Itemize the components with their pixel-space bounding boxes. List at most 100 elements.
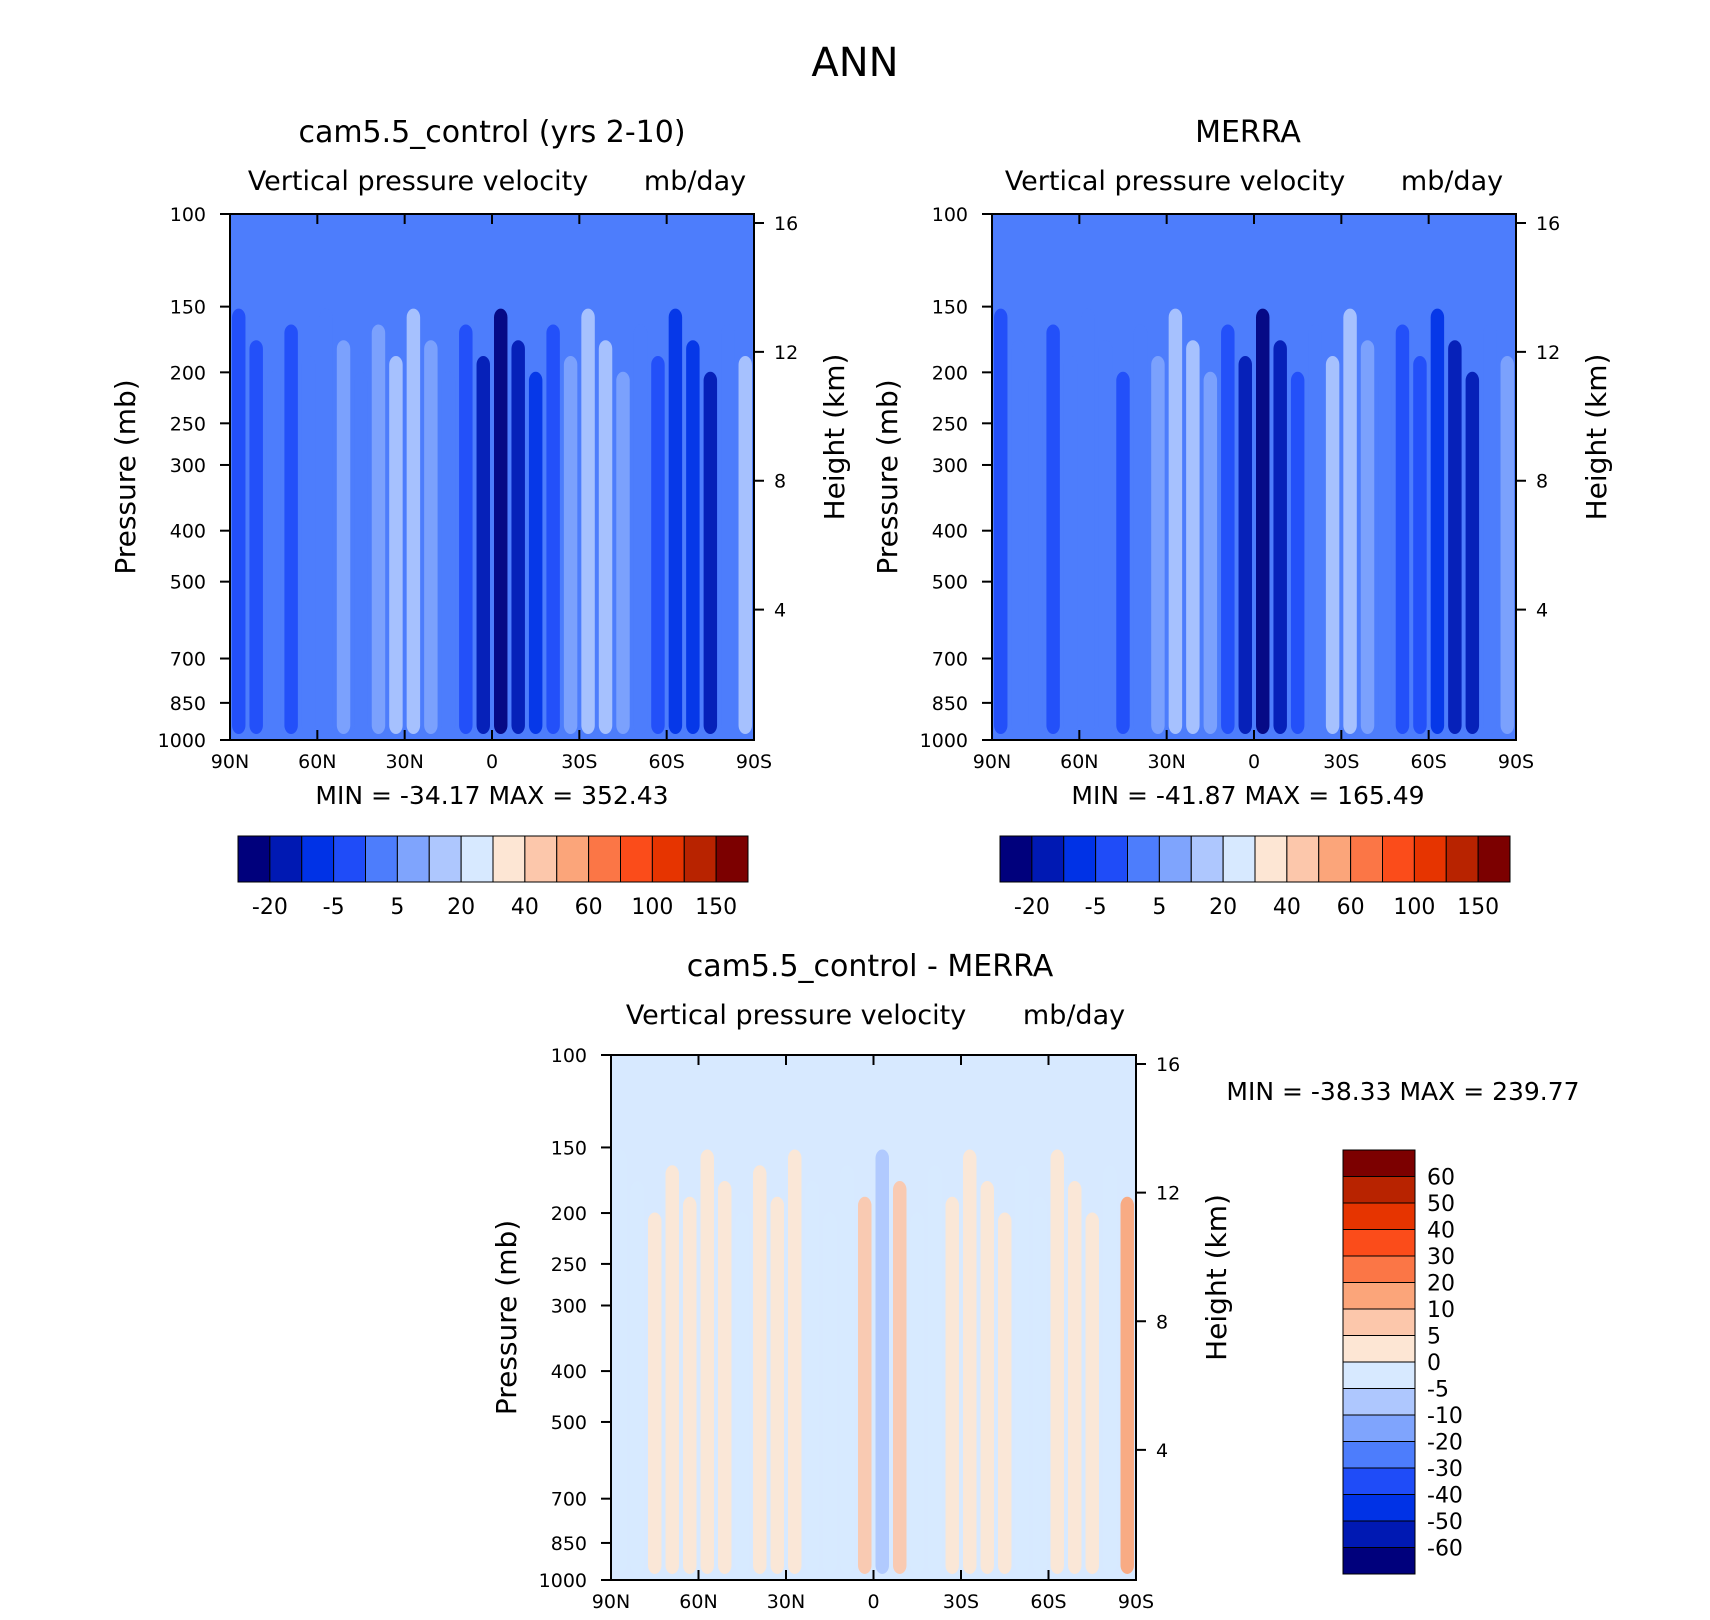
- contour-band: [963, 1149, 977, 1574]
- contour-band: [823, 1212, 837, 1574]
- colorbar-swatch: [269, 835, 303, 883]
- y-tick-label: 400: [170, 521, 206, 543]
- colorbar-swatch: [1342, 1520, 1416, 1548]
- plot-background: [992, 214, 1516, 740]
- contour-band: [683, 1196, 697, 1574]
- colorbar: -20 -5 5 20 40 60 100 150: [999, 835, 1511, 920]
- colorbar-swatch: [683, 835, 717, 883]
- colorbar-swatch: [1342, 1441, 1416, 1469]
- contour-band: [441, 371, 456, 734]
- y2-tick-label: 16: [1156, 1054, 1180, 1076]
- plot-background: [230, 214, 754, 740]
- y2-tick-label: 12: [1156, 1183, 1180, 1205]
- colorbar-label: 60: [575, 895, 603, 920]
- colorbar-swatch: [1342, 1414, 1416, 1442]
- colorbar-swatch: [301, 835, 335, 883]
- colorbar-swatch: [1342, 1361, 1416, 1389]
- x-tick-label: 90S: [1498, 751, 1534, 773]
- colorbar-swatch: [1342, 1202, 1416, 1230]
- contour-band: [1448, 340, 1462, 734]
- colorbar-label: -20: [1014, 895, 1050, 920]
- panel-diff: cam5.5_control - MERRA Vertical pressure…: [490, 949, 1580, 1613]
- contour-band: [613, 1149, 627, 1574]
- x-tick-label: 0: [1248, 751, 1260, 773]
- y2-tick-label: 8: [1156, 1311, 1168, 1333]
- y2-axis-label: Height (km): [1580, 354, 1613, 521]
- x-tick-label: 60S: [1411, 751, 1447, 773]
- contour-band: [665, 1165, 679, 1574]
- colorbar-swatch: [1342, 1494, 1416, 1522]
- colorbar-label: 100: [1393, 895, 1435, 920]
- contour-band: [511, 340, 525, 734]
- contour-band: [1120, 1196, 1134, 1574]
- contour-band: [1098, 340, 1113, 734]
- colorbar-swatch: [1222, 835, 1256, 883]
- colorbar-label: -20: [1427, 1431, 1463, 1456]
- stats-label: MIN = -41.87 MAX = 165.49: [1071, 781, 1424, 810]
- y-tick-label: 250: [932, 413, 968, 435]
- colorbar-swatch: [1190, 835, 1224, 883]
- contour-band: [875, 1149, 889, 1574]
- contour-band: [1465, 371, 1480, 734]
- y-tick-label: 850: [170, 693, 206, 715]
- contour-band: [476, 356, 490, 734]
- contour-band: [1343, 308, 1357, 734]
- x-tick-label: 60N: [679, 1591, 717, 1613]
- contour-band: [1081, 308, 1095, 734]
- page-title: ANN: [811, 40, 898, 86]
- contour-band: [1015, 1165, 1029, 1574]
- colorbar-swatch: [1350, 835, 1383, 883]
- y-tick-label: 300: [932, 455, 968, 477]
- x-tick-label: 90S: [736, 751, 772, 773]
- contour-band: [718, 1181, 732, 1574]
- colorbar-swatch: [1127, 835, 1160, 883]
- y2-tick-label: 4: [1536, 600, 1548, 622]
- y-tick-label: 200: [551, 1203, 587, 1225]
- colorbar-swatch: [460, 835, 494, 883]
- contour-band: [630, 1181, 644, 1574]
- contour-band: [1116, 371, 1130, 734]
- contour-band: [1168, 308, 1183, 734]
- y-tick-label: 500: [932, 572, 968, 594]
- contour-band: [598, 340, 613, 734]
- contour-band: [336, 340, 351, 734]
- contour-band: [1186, 340, 1200, 734]
- y-tick-label: 500: [170, 572, 206, 594]
- colorbar-swatch: [1286, 835, 1320, 883]
- contour-band: [1063, 356, 1078, 734]
- contour-band: [1085, 1212, 1099, 1574]
- contour-band: [1203, 371, 1218, 734]
- contour-band: [858, 1196, 872, 1574]
- contour-band: [633, 324, 648, 734]
- colorbar-swatch: [1342, 1547, 1416, 1575]
- colorbar-swatch: [1342, 1255, 1416, 1283]
- y-tick-label: 1000: [158, 730, 206, 752]
- colorbar-label: 40: [1273, 895, 1301, 920]
- colorbar-label: -30: [1427, 1457, 1463, 1482]
- contour-band: [1500, 356, 1514, 734]
- contour-band: [1290, 371, 1305, 734]
- colorbar-label: -5: [323, 895, 345, 920]
- colorbar-swatch: [1342, 1467, 1416, 1495]
- x-tick-label: 30N: [385, 751, 423, 773]
- contour-band: [738, 356, 752, 734]
- y2-tick-label: 8: [1536, 471, 1548, 493]
- units-label: mb/day: [1401, 166, 1503, 197]
- y-tick-label: 250: [551, 1254, 587, 1276]
- contour-band: [1360, 340, 1375, 734]
- colorbar-label: -10: [1427, 1404, 1463, 1429]
- y-axis-label: Pressure (mb): [871, 379, 904, 574]
- colorbar-swatch: [1342, 1308, 1416, 1336]
- colorbar-label: 5: [1152, 895, 1166, 920]
- contour-band: [1011, 340, 1025, 734]
- contour-plot: 90N 60N 30N 0 30S 60S 90S 100 150 200 250 300 400 500…: [109, 204, 851, 773]
- colorbar-swatch: [1382, 835, 1415, 883]
- contour-band: [980, 1181, 994, 1574]
- contour-band: [371, 324, 386, 734]
- x-tick-label: 30N: [767, 1591, 805, 1613]
- y-axis-label: Pressure (mb): [490, 1220, 523, 1415]
- colorbar-label: 5: [390, 895, 404, 920]
- contour-band: [1133, 324, 1148, 734]
- y2-tick-label: 4: [1156, 1440, 1168, 1462]
